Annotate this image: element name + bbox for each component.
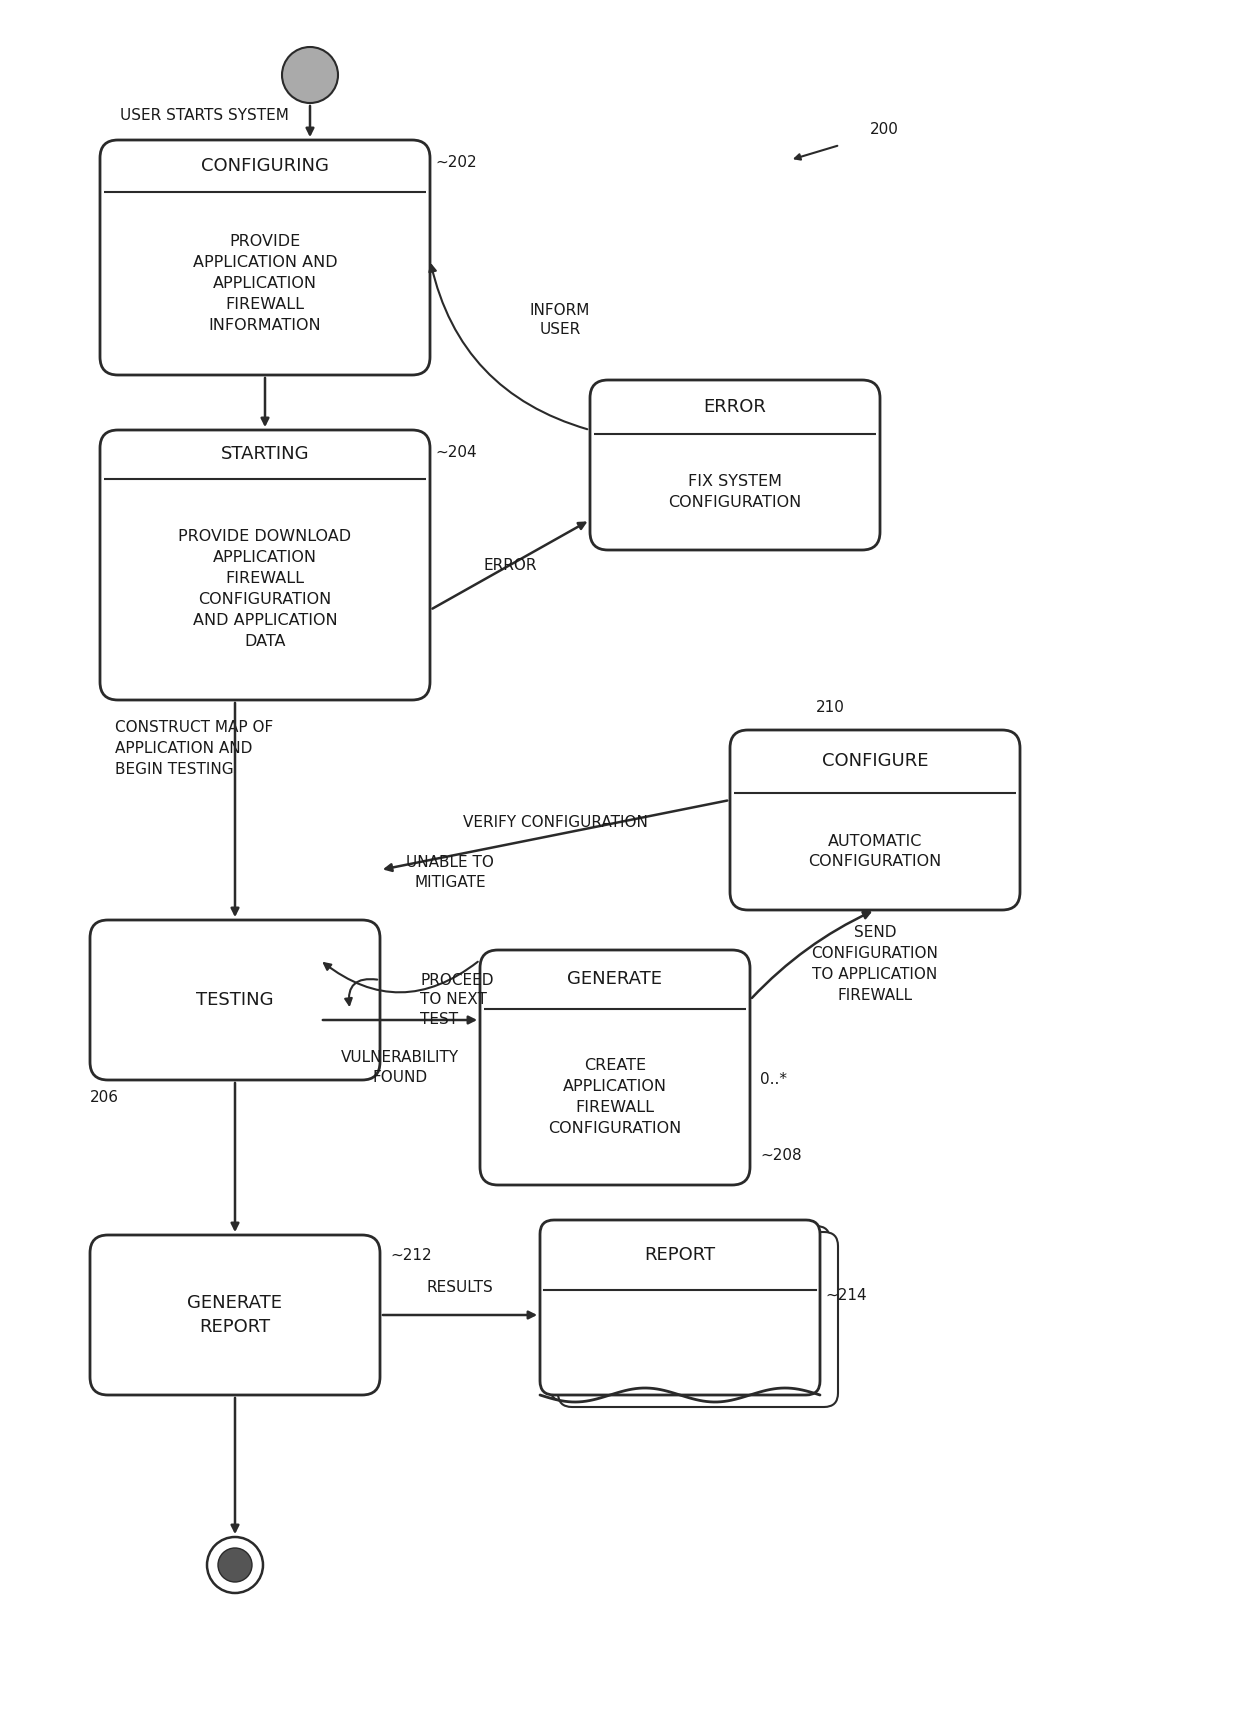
Text: PROVIDE DOWNLOAD
APPLICATION
FIREWALL
CONFIGURATION
AND APPLICATION
DATA: PROVIDE DOWNLOAD APPLICATION FIREWALL CO… — [179, 530, 352, 649]
Text: GENERATE
REPORT: GENERATE REPORT — [187, 1294, 283, 1337]
FancyBboxPatch shape — [100, 139, 430, 375]
Text: VERIFY CONFIGURATION: VERIFY CONFIGURATION — [463, 816, 647, 830]
FancyBboxPatch shape — [558, 1232, 838, 1408]
Text: REPORT: REPORT — [645, 1246, 715, 1263]
FancyBboxPatch shape — [551, 1225, 830, 1401]
Text: TESTING: TESTING — [196, 991, 274, 1009]
Text: UNABLE TO
MITIGATE: UNABLE TO MITIGATE — [405, 855, 494, 890]
Text: PROVIDE
APPLICATION AND
APPLICATION
FIREWALL
INFORMATION: PROVIDE APPLICATION AND APPLICATION FIRE… — [192, 234, 337, 332]
Text: ~204: ~204 — [435, 446, 476, 460]
Text: VULNERABILITY
FOUND: VULNERABILITY FOUND — [341, 1050, 459, 1084]
Text: ~208: ~208 — [760, 1148, 801, 1162]
Text: GENERATE: GENERATE — [568, 971, 662, 988]
FancyBboxPatch shape — [480, 950, 750, 1186]
Text: FIX SYSTEM
CONFIGURATION: FIX SYSTEM CONFIGURATION — [668, 475, 801, 509]
FancyBboxPatch shape — [590, 380, 880, 551]
Text: INFORM
USER: INFORM USER — [529, 303, 590, 337]
Text: SEND
CONFIGURATION
TO APPLICATION
FIREWALL: SEND CONFIGURATION TO APPLICATION FIREWA… — [811, 924, 939, 1003]
FancyBboxPatch shape — [100, 430, 430, 700]
Text: 206: 206 — [91, 1089, 119, 1105]
Text: ~214: ~214 — [825, 1287, 867, 1303]
Text: ERROR: ERROR — [484, 558, 537, 573]
FancyBboxPatch shape — [730, 730, 1021, 910]
Text: STARTING: STARTING — [221, 446, 309, 463]
Text: ERROR: ERROR — [703, 398, 766, 416]
Circle shape — [281, 46, 339, 103]
FancyBboxPatch shape — [91, 1236, 379, 1396]
Text: CONFIGURING: CONFIGURING — [201, 157, 329, 176]
Text: CREATE
APPLICATION
FIREWALL
CONFIGURATION: CREATE APPLICATION FIREWALL CONFIGURATIO… — [548, 1058, 682, 1136]
Text: 0..*: 0..* — [760, 1072, 787, 1088]
Text: USER STARTS SYSTEM: USER STARTS SYSTEM — [120, 107, 289, 122]
Text: 200: 200 — [870, 122, 899, 138]
Text: RESULTS: RESULTS — [427, 1280, 494, 1294]
Text: 210: 210 — [816, 700, 844, 714]
FancyBboxPatch shape — [91, 921, 379, 1081]
Circle shape — [207, 1537, 263, 1594]
Text: CONFIGURE: CONFIGURE — [822, 752, 929, 771]
Text: ~202: ~202 — [435, 155, 476, 170]
Text: PROCEED
TO NEXT
TEST: PROCEED TO NEXT TEST — [420, 972, 494, 1027]
Text: ~212: ~212 — [391, 1248, 432, 1263]
Circle shape — [218, 1547, 252, 1582]
FancyBboxPatch shape — [539, 1220, 820, 1396]
Text: CONSTRUCT MAP OF
APPLICATION AND
BEGIN TESTING: CONSTRUCT MAP OF APPLICATION AND BEGIN T… — [115, 719, 273, 776]
Text: AUTOMATIC
CONFIGURATION: AUTOMATIC CONFIGURATION — [808, 833, 941, 869]
